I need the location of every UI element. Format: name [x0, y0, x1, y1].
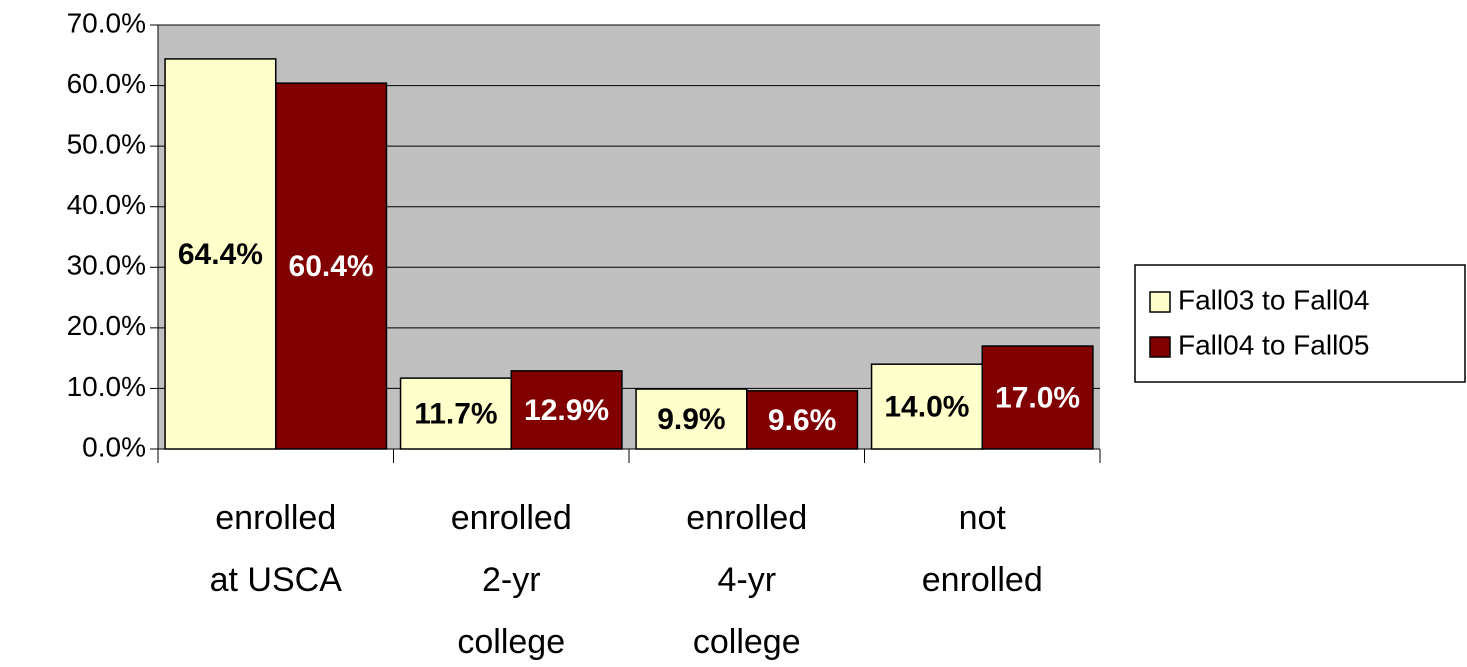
x-tick-label-line: 2-yr [482, 561, 541, 599]
bar [746, 390, 859, 450]
y-tick-label: 50.0% [67, 129, 146, 160]
bar [981, 345, 1094, 450]
value-label: 60.4% [289, 250, 374, 283]
y-tick-label: 30.0% [67, 250, 146, 281]
legend-label: Fall04 to Fall05 [1178, 329, 1369, 360]
y-tick-label: 40.0% [67, 189, 146, 220]
x-tick-label-line: college [693, 623, 801, 661]
bar [275, 82, 388, 450]
value-label: 64.4% [178, 238, 263, 271]
value-label: 9.9% [657, 403, 725, 436]
x-tick-label-line: not [959, 499, 1007, 537]
y-tick-label: 20.0% [67, 310, 146, 341]
x-tick-label-line: enrolled [215, 499, 336, 537]
x-tick-label-line: enrolled [686, 499, 807, 537]
y-tick-label: 70.0% [67, 7, 146, 38]
bar [510, 370, 623, 450]
x-tick-label-line: enrolled [451, 499, 572, 537]
value-label: 14.0% [884, 391, 969, 424]
value-label: 11.7% [414, 397, 497, 430]
y-tick-label: 60.0% [67, 68, 146, 99]
x-tick-label: enrolled at USCA [210, 499, 343, 599]
bar [870, 363, 983, 450]
x-tick-label-line: college [457, 623, 565, 661]
value-label: 17.0% [995, 381, 1080, 414]
legend-swatch [1149, 291, 1171, 313]
x-tick-label-line: 4-yr [717, 561, 776, 599]
value-label: 12.9% [524, 394, 609, 427]
legend-swatch [1149, 336, 1171, 358]
x-tick-label: enrolled 4-yr college [686, 499, 807, 661]
bar [399, 377, 512, 450]
y-tick-label: 0.0% [82, 431, 146, 462]
bar [164, 58, 277, 450]
x-tick-label: not enrolled [922, 499, 1043, 599]
value-label: 9.6% [768, 404, 836, 437]
y-tick-label: 10.0% [67, 371, 146, 402]
x-tick-label-line: at USCA [210, 561, 343, 599]
x-tick-label-line: enrolled [922, 561, 1043, 599]
legend-box [1134, 264, 1466, 383]
x-tick-label: enrolled 2-yr college [451, 499, 572, 661]
legend-label: Fall03 to Fall04 [1178, 284, 1369, 315]
